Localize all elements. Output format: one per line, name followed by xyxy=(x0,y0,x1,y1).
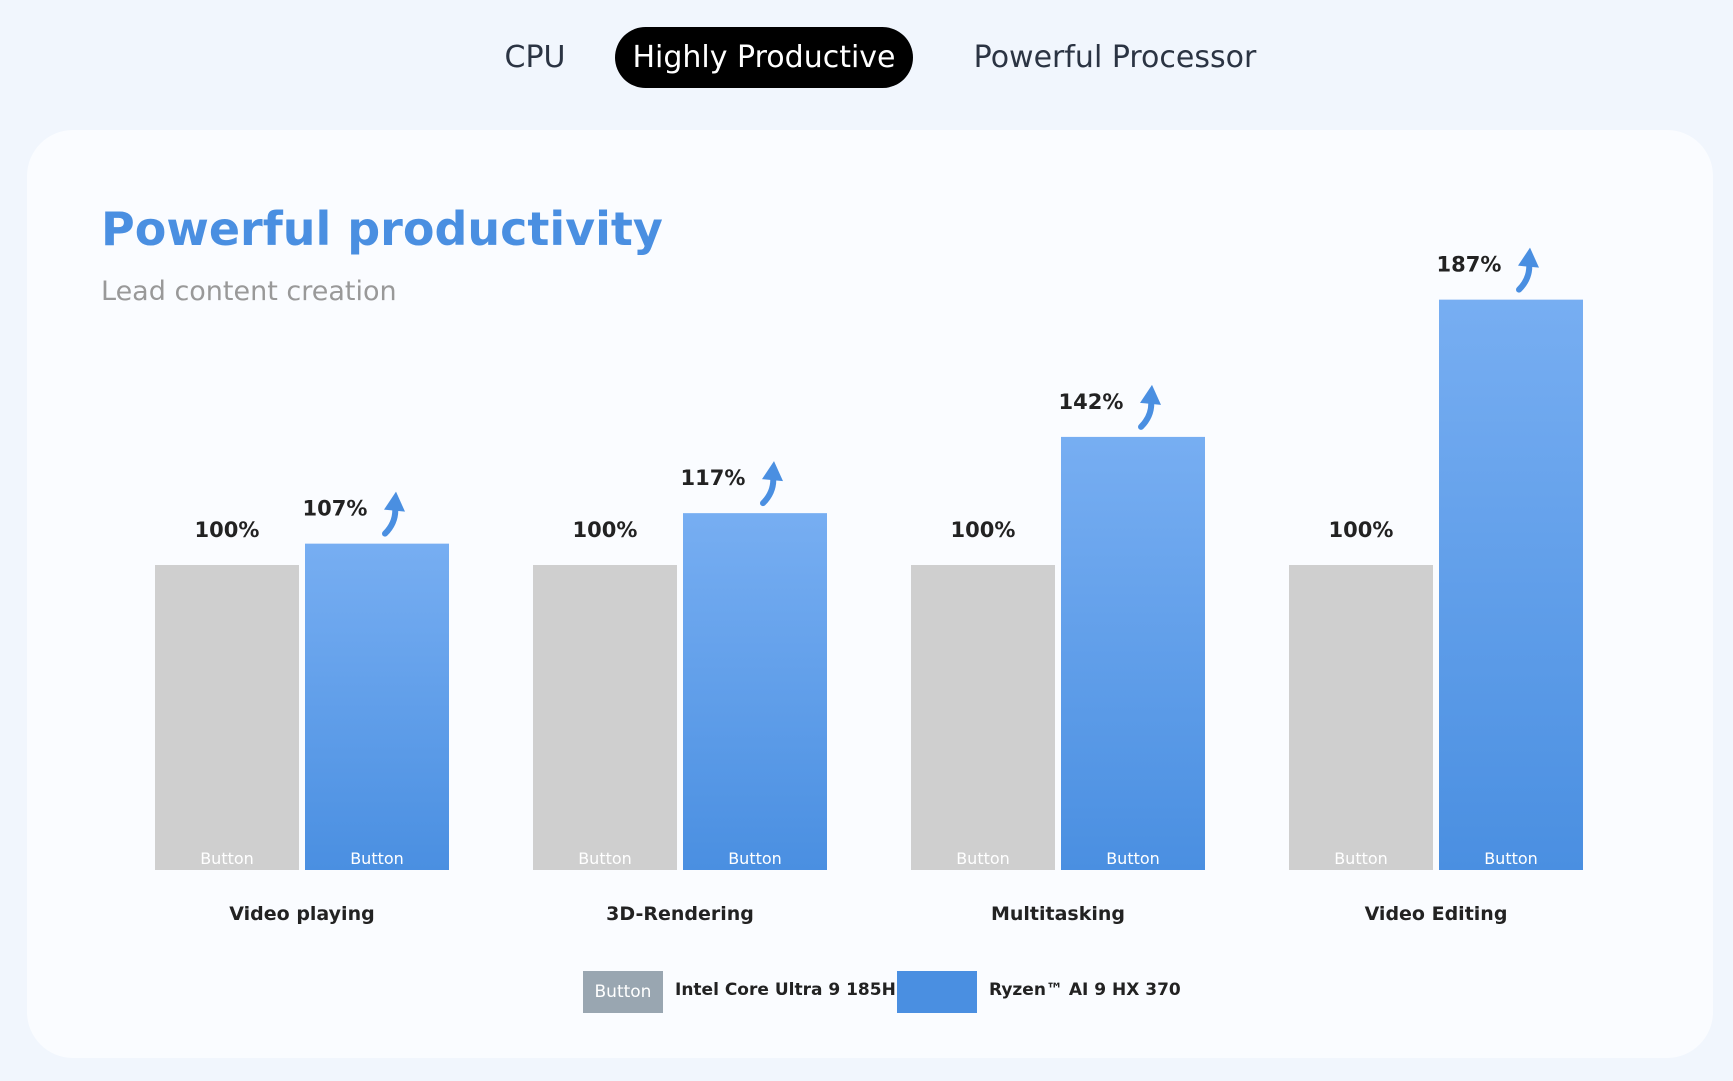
legend-intel-button[interactable]: Button xyxy=(583,971,663,1013)
tab-bar: CPU Highly Productive Powerful Processor xyxy=(0,0,1733,110)
category-label: Video playing xyxy=(229,903,374,925)
data-label: 100% xyxy=(1329,518,1394,542)
chart-card: Powerful productivity Lead content creat… xyxy=(27,130,1713,1058)
category-label: Multitasking xyxy=(991,903,1125,925)
bar-intel[interactable] xyxy=(533,565,677,870)
legend-ryzen-swatch xyxy=(897,971,977,1013)
up-arrow-head-icon xyxy=(1140,384,1161,405)
data-label: 100% xyxy=(195,518,260,542)
tab-highly-productive[interactable]: Highly Productive xyxy=(615,27,913,88)
bar-button-label: Button xyxy=(1334,849,1388,868)
data-label: 142% xyxy=(1059,390,1124,414)
tab-powerful-processor[interactable]: Powerful Processor xyxy=(973,40,1257,75)
category-label: Video Editing xyxy=(1365,903,1508,925)
data-label: 107% xyxy=(303,497,368,521)
bar-chart: Button 100% Button 107% Video playing Button 1… xyxy=(155,247,1583,925)
bar-ryzen[interactable] xyxy=(1439,299,1583,870)
up-arrow-head-icon xyxy=(1518,247,1539,268)
bar-button-label: Button xyxy=(956,849,1010,868)
category-label: 3D-Rendering xyxy=(606,903,754,925)
bar-intel[interactable] xyxy=(155,565,299,870)
up-arrow-head-icon xyxy=(384,491,405,512)
data-label: 187% xyxy=(1437,253,1502,277)
bar-button-label: Button xyxy=(1106,849,1160,868)
bar-button-label: Button xyxy=(350,849,404,868)
bar-intel[interactable] xyxy=(911,565,1055,870)
bar-ryzen[interactable] xyxy=(1061,436,1205,870)
bar-button-label: Button xyxy=(728,849,782,868)
bar-button-label: Button xyxy=(200,849,254,868)
chart-subtitle: Lead content creation xyxy=(101,276,397,307)
data-label: 117% xyxy=(681,466,746,490)
bar-ryzen[interactable] xyxy=(683,513,827,870)
bar-intel[interactable] xyxy=(1289,565,1433,870)
tab-cpu[interactable]: CPU xyxy=(504,40,566,75)
data-label: 100% xyxy=(573,518,638,542)
data-label: 100% xyxy=(951,518,1016,542)
legend-intel-label: Intel Core Ultra 9 185H xyxy=(675,980,896,1000)
legend-ryzen-label: Ryzen™ AI 9 HX 370 xyxy=(989,980,1181,1000)
bar-button-label: Button xyxy=(578,849,632,868)
up-arrow-head-icon xyxy=(762,461,783,482)
chart-title: Powerful productivity xyxy=(101,202,663,256)
bar-button-label: Button xyxy=(1484,849,1538,868)
bar-ryzen[interactable] xyxy=(305,543,449,870)
